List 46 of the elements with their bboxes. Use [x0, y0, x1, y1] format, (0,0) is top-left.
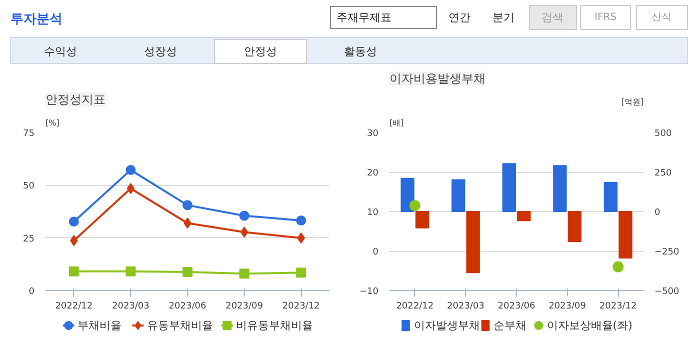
y-tick-label: 30 — [367, 129, 379, 139]
y2-tick-label: −500 — [654, 287, 680, 297]
y-tick-label: −10 — [360, 287, 379, 297]
y2-axis-title: [억원] — [621, 98, 644, 106]
text: 분기 — [492, 11, 514, 24]
text: 연간 — [448, 11, 470, 24]
y-tick-label: 20 — [367, 168, 379, 178]
x-tick-label: 2023/09 — [226, 302, 264, 312]
x-tick-label: 2023/03 — [447, 302, 484, 312]
legend-label: 이자발생부채 — [414, 319, 480, 332]
legend-label: 유동부채비율 — [147, 319, 214, 332]
legend-label: 이자보상배율(좌) — [546, 319, 632, 332]
y-tick-label: 50 — [23, 182, 35, 192]
text: 산식 — [652, 12, 672, 23]
y-tick-label: 0 — [372, 248, 379, 258]
y-tick-label: 75 — [23, 129, 34, 139]
y2-tick-label: 0 — [654, 208, 660, 218]
x-tick-label: 2023/12 — [599, 302, 637, 312]
x-tick-label: 2023/06 — [168, 302, 206, 312]
text: IFRS — [594, 12, 616, 23]
y-tick-label: 0 — [28, 287, 35, 297]
text: 투자분석 — [10, 12, 62, 27]
y2-tick-label: 250 — [654, 168, 672, 178]
y-tick-label: 25 — [23, 234, 34, 244]
text: 주재무제표 — [336, 11, 392, 24]
y-axis-title: [배] — [390, 118, 404, 128]
x-tick-label: 2022/12 — [55, 302, 93, 312]
text: 안정성 — [244, 45, 277, 58]
x-tick-label: 2023/12 — [282, 302, 320, 312]
chart-title: 이자비용발생부채 — [390, 72, 486, 86]
legend-label: 부채비율 — [78, 319, 122, 332]
legend-label: 순부채 — [494, 319, 527, 332]
text: 수익성 — [44, 45, 77, 58]
y2-tick-label: −250 — [654, 248, 680, 258]
x-tick-label: 2023/09 — [548, 302, 586, 312]
x-tick-label: 2022/12 — [396, 302, 434, 312]
y2-tick-label: 500 — [654, 129, 672, 139]
x-tick-label: 2023/06 — [498, 302, 536, 312]
chart-title: 안정성지표 — [46, 92, 106, 106]
text: 활동성 — [344, 45, 377, 58]
text: 검색 — [542, 11, 564, 24]
x-tick-label: 2023/03 — [112, 302, 150, 312]
text: 성장성 — [144, 45, 177, 58]
y-axis-title: [%] — [46, 118, 60, 128]
legend-label: 비유동부채비율 — [236, 319, 314, 332]
y-tick-label: 10 — [367, 208, 379, 218]
